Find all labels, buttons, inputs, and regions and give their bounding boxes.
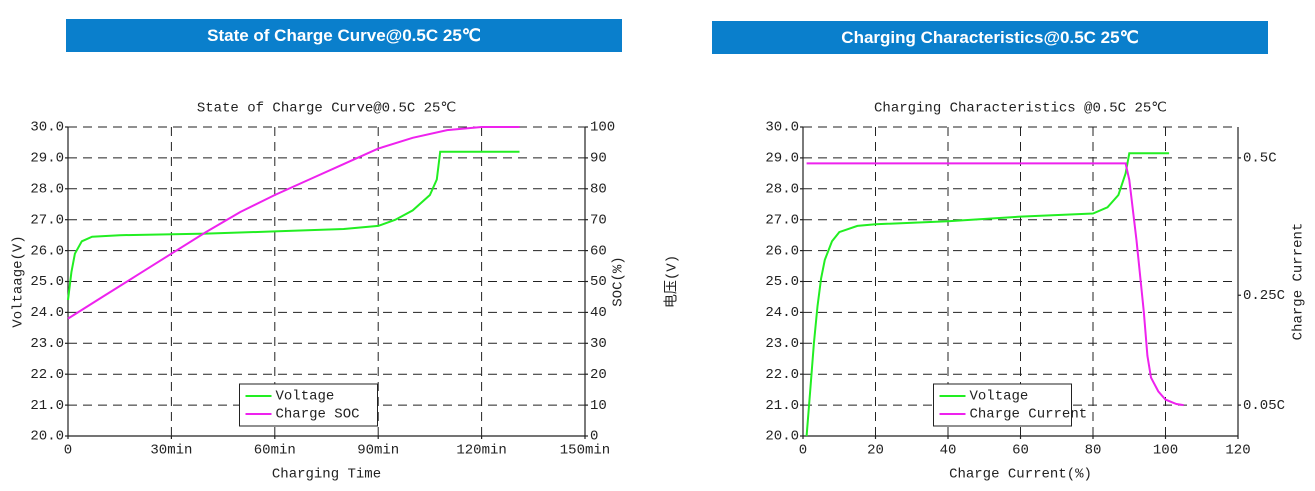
y2-tick-label: 0.5C <box>1243 151 1277 167</box>
x-axis-label: Charging Time <box>272 467 381 483</box>
y-tick-label: 28.0 <box>30 182 64 198</box>
y-tick-label: 29.0 <box>30 151 64 167</box>
x-tick-label: 40 <box>940 443 957 459</box>
x-tick-label: 60min <box>254 443 296 459</box>
y-tick-label: 23.0 <box>30 336 64 352</box>
y-tick-label: 24.0 <box>765 305 799 321</box>
y2-tick-label: 70 <box>590 212 607 228</box>
y2-tick-label: 40 <box>590 305 607 321</box>
y2-tick-label: 80 <box>590 182 607 198</box>
y-tick-label: 30.0 <box>30 120 64 136</box>
y2-tick-label: 0 <box>590 429 598 445</box>
y2-tick-label: 0.25C <box>1243 288 1285 304</box>
y-tick-label: 20.0 <box>30 429 64 445</box>
y-tick-label: 27.0 <box>765 212 799 228</box>
y-tick-label: 25.0 <box>30 274 64 290</box>
series-line <box>806 162 1184 407</box>
x-tick-label: 90min <box>357 443 399 459</box>
y2-tick-label: 0.05C <box>1243 398 1285 414</box>
x-tick-label: 80 <box>1085 443 1102 459</box>
chart-title: Charging Characteristics @0.5C 25℃ <box>874 101 1167 117</box>
x-tick-label: 150min <box>560 443 610 459</box>
legend-label: Charge SOC <box>276 407 360 423</box>
y-tick-label: 26.0 <box>30 243 64 259</box>
series-line <box>67 150 520 301</box>
x-axis-label: Charge Current(%) <box>949 467 1092 483</box>
legend-box <box>933 383 1072 427</box>
y-tick-label: 28.0 <box>765 182 799 198</box>
y2-tick-label: 50 <box>590 274 607 290</box>
x-tick-label: 60 <box>1012 443 1029 459</box>
y-axis-label: Voltaage(V) <box>11 235 27 327</box>
y2-tick-label: 60 <box>590 243 607 259</box>
y2-axis-label: SOC(%) <box>611 256 627 306</box>
legend-box <box>239 383 378 427</box>
y-tick-label: 30.0 <box>765 120 799 136</box>
y2-tick-label: 20 <box>590 367 607 383</box>
y-tick-label: 27.0 <box>30 212 64 228</box>
y-tick-label: 22.0 <box>765 367 799 383</box>
chart-title: State of Charge Curve@0.5C 25℃ <box>197 101 456 117</box>
y-tick-label: 25.0 <box>765 274 799 290</box>
x-tick-label: 120min <box>456 443 506 459</box>
y-tick-label: 21.0 <box>30 398 64 414</box>
y-tick-label: 26.0 <box>765 243 799 259</box>
x-tick-label: 100 <box>1153 443 1178 459</box>
legend-label: Voltage <box>276 389 335 405</box>
y-tick-label: 20.0 <box>765 429 799 445</box>
y-tick-label: 29.0 <box>765 151 799 167</box>
banner: Charging Characteristics@0.5C 25℃ <box>712 21 1268 54</box>
series-line <box>805 152 1170 437</box>
banner: State of Charge Curve@0.5C 25℃ <box>66 19 622 52</box>
legend-label: Charge Current <box>970 407 1088 423</box>
y2-tick-label: 90 <box>590 151 607 167</box>
y-tick-label: 23.0 <box>765 336 799 352</box>
y2-tick-label: 100 <box>590 120 615 136</box>
y2-axis-label: Charge Current <box>1291 223 1307 341</box>
x-tick-label: 120 <box>1225 443 1250 459</box>
y-tick-label: 21.0 <box>765 398 799 414</box>
x-tick-label: 20 <box>867 443 884 459</box>
legend-label: Voltage <box>970 389 1029 405</box>
x-tick-label: 30min <box>150 443 192 459</box>
y2-tick-label: 30 <box>590 336 607 352</box>
x-tick-label: 0 <box>799 443 807 459</box>
y-tick-label: 22.0 <box>30 367 64 383</box>
y-tick-label: 24.0 <box>30 305 64 321</box>
x-tick-label: 0 <box>64 443 72 459</box>
y-axis-label: 电压(V) <box>664 255 681 308</box>
series-line <box>67 126 520 320</box>
y2-tick-label: 10 <box>590 398 607 414</box>
